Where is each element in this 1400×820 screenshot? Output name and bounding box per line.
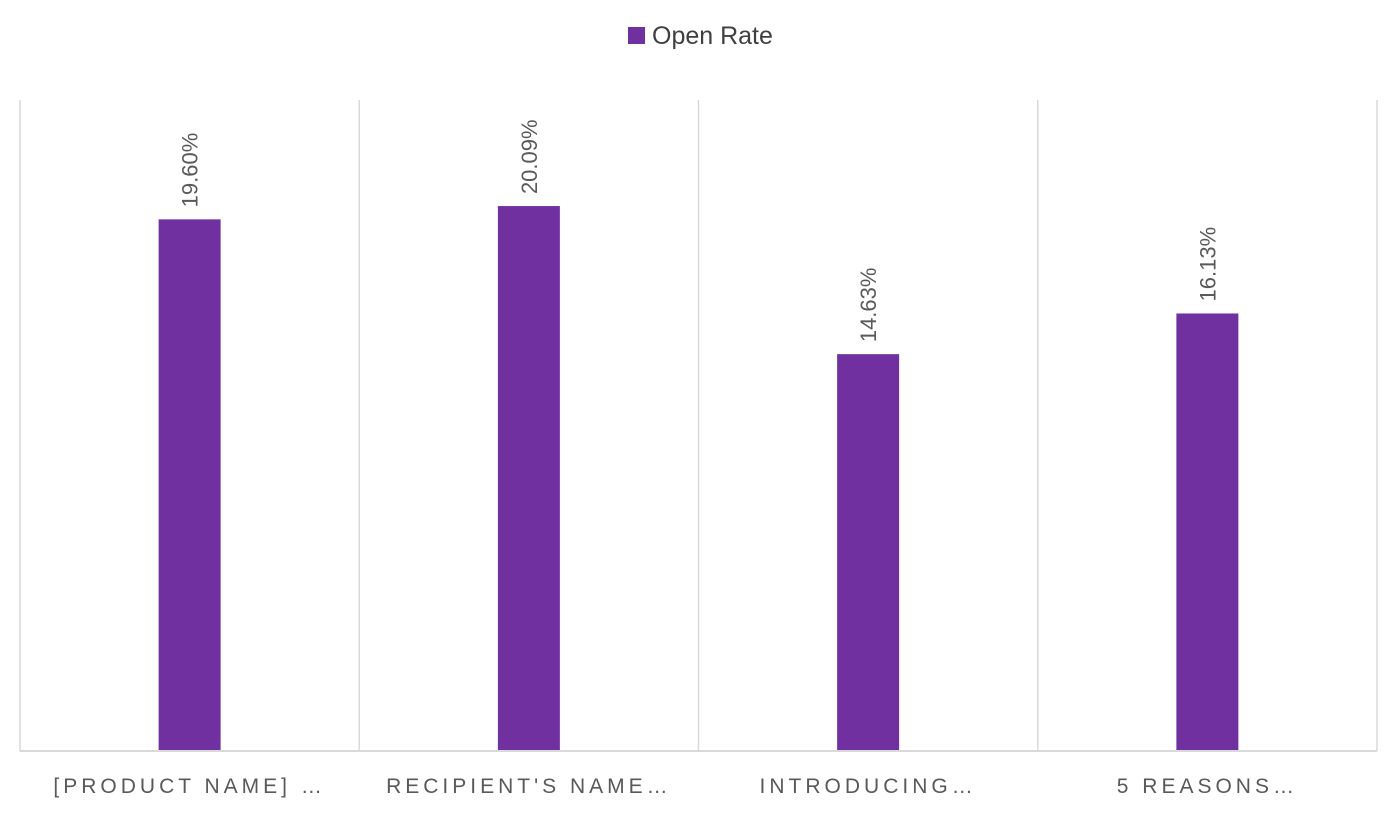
bar-3 <box>837 354 900 751</box>
category-label-1: [PRODUCT NAME] … <box>53 775 325 798</box>
data-label-2: 20.09% <box>517 119 542 194</box>
data-label-1: 19.60% <box>178 133 203 208</box>
category-label-2: RECIPIENT'S NAME… <box>386 775 672 798</box>
legend: Open Rate <box>628 22 773 50</box>
legend-label-open-rate: Open Rate <box>652 22 773 50</box>
data-label-3: 14.63% <box>856 268 881 343</box>
data-label-4: 16.13% <box>1195 227 1220 302</box>
bar-1 <box>158 219 221 752</box>
category-label-4: 5 REASONS… <box>1117 775 1298 798</box>
plot-area: 19.60% [PRODUCT NAME] … 20.09% RECIPIENT'S … <box>19 100 1378 798</box>
legend-swatch-open-rate <box>628 27 645 44</box>
bar-2 <box>497 206 560 752</box>
category-label-3: INTRODUCING… <box>760 775 977 798</box>
bar-4 <box>1176 313 1239 751</box>
